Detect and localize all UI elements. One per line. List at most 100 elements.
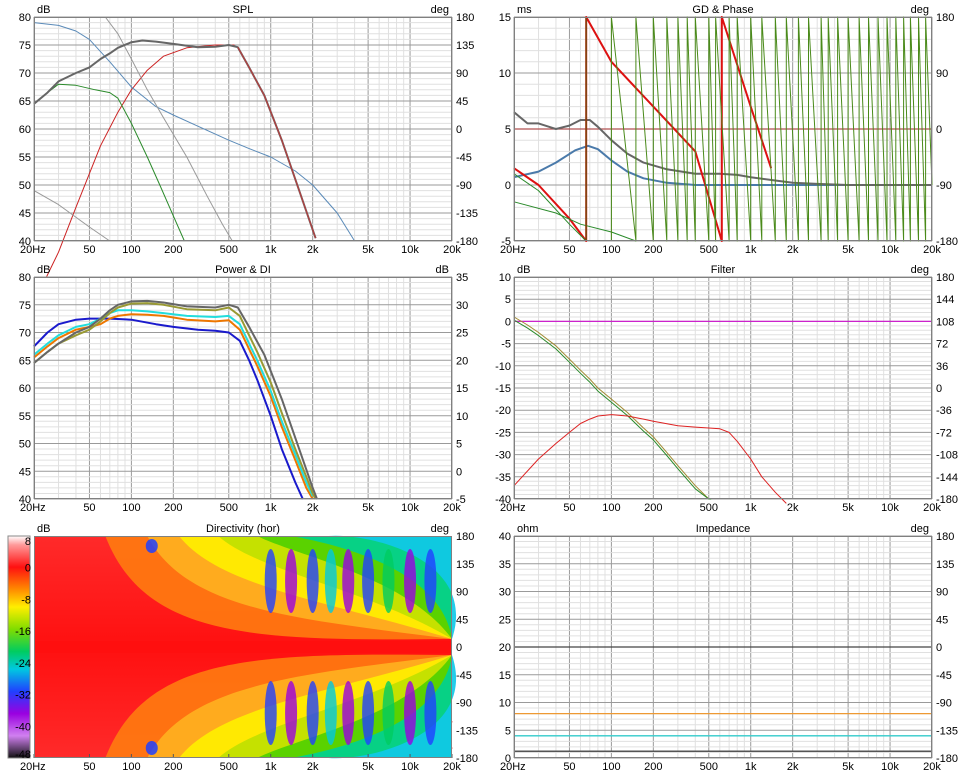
colorbar-tick-label-40: -40	[15, 721, 31, 733]
heatmap-lobe	[362, 549, 375, 613]
series-line-7	[237, 46, 317, 239]
x-tick-label-5k: 5k	[842, 244, 854, 256]
x-tick-label-1k: 1k	[265, 761, 277, 773]
y-tick-label-80: 80	[19, 272, 31, 284]
y2-axis-unit-label: deg	[431, 523, 449, 535]
x-tick-label-5k: 5k	[362, 244, 374, 256]
x-tick-label-1k: 1k	[745, 502, 757, 514]
chart-panel-directivity: Directivity (hor) dB deg 8 0 -8 -16 -24 -32 -40 -4…	[7, 523, 478, 773]
y-axis-unit-label: ms	[517, 4, 532, 16]
y2-tick-label-144: -144	[936, 472, 958, 484]
x-tick-label-200: 200	[164, 761, 182, 773]
y2-tick-label-180: -180	[936, 236, 958, 248]
heatmap-lobe	[264, 681, 277, 745]
y2-tick-label-108: -108	[936, 450, 958, 462]
y-tick-label-15: 15	[499, 12, 511, 24]
x-tick-label-20k: 20k	[443, 761, 461, 773]
heatmap-lobe	[424, 681, 437, 745]
y2-tick-label-45: -45	[456, 670, 472, 682]
y2-tick-label-90: 90	[936, 587, 948, 599]
colorbar-tick-label-8: -8	[21, 594, 31, 606]
plot-frame	[34, 536, 452, 758]
y2-tick-label-180: 180	[456, 531, 474, 543]
x-tick-label-20k: 20k	[443, 244, 461, 256]
chart-title: GD & Phase	[692, 4, 753, 16]
grid	[33, 276, 453, 500]
y2-tick-label-72: -72	[936, 427, 952, 439]
y-tick-label-0: 0	[505, 180, 511, 192]
y-tick-label-40: 40	[499, 531, 511, 543]
heatmap-lobe	[342, 549, 355, 613]
x-tick-label-1k: 1k	[265, 244, 277, 256]
plot-frame	[514, 17, 932, 241]
heatmap-lobe	[404, 549, 417, 613]
x-tick-label-100: 100	[122, 502, 140, 514]
plot-frame	[514, 536, 932, 758]
series-line-4	[513, 16, 773, 242]
y2-tick-label-45: -45	[456, 152, 472, 164]
heatmap-lobe	[306, 681, 319, 745]
x-tick-label-20hz: 20Hz	[20, 244, 46, 256]
y2-tick-label-0: 0	[456, 124, 462, 136]
x-tick-label-100: 100	[602, 244, 620, 256]
y2-tick-label-135: -135	[456, 725, 478, 737]
series-line-3	[33, 309, 314, 497]
x-tick-label-500: 500	[220, 244, 238, 256]
x-tick-label-2k: 2k	[307, 761, 319, 773]
y-tick-label-55: 55	[19, 411, 31, 423]
y-tick-label-70: 70	[19, 328, 31, 340]
x-tick-label-20k: 20k	[923, 761, 941, 773]
y2-tick-label-180: -180	[936, 753, 958, 765]
series-line-5	[104, 16, 233, 242]
y-tick-label-25: 25	[499, 614, 511, 626]
y-tick-label-60: 60	[19, 383, 31, 395]
y-tick-label-5: -5	[501, 236, 511, 248]
y2-tick-label-20: 20	[456, 355, 468, 367]
heatmap-lobe	[404, 681, 417, 745]
y-tick-label-10: -10	[495, 361, 511, 373]
x-tick-label-20k: 20k	[443, 502, 461, 514]
x-tick-label-200: 200	[644, 502, 662, 514]
series-line-4	[33, 302, 317, 500]
chart-panel-gd_phase: GD & Phase ms deg -5 0 5 10 15 -180 -90 0 90 180 20Hz…	[499, 4, 958, 256]
x-tick-label-500: 500	[700, 502, 718, 514]
x-tick-label-200: 200	[164, 502, 182, 514]
y-tick-label-65: 65	[19, 96, 31, 108]
y2-tick-label-0: 0	[936, 642, 942, 654]
y-tick-label-30: -30	[495, 450, 511, 462]
x-tick-label-2k: 2k	[307, 244, 319, 256]
x-tick-label-1k: 1k	[745, 761, 757, 773]
y2-tick-label-180: -180	[936, 494, 958, 506]
y-tick-label-0: 0	[505, 753, 511, 765]
directivity-map	[34, 535, 457, 759]
x-tick-label-500: 500	[700, 244, 718, 256]
x-tick-label-10k: 10k	[881, 502, 899, 514]
y2-tick-label-90: 90	[936, 68, 948, 80]
y-tick-label-50: 50	[19, 439, 31, 451]
series-line-3	[513, 319, 712, 500]
y2-tick-label-45: -45	[936, 670, 952, 682]
y2-tick-label-135: -135	[936, 725, 958, 737]
y-tick-label-5: 5	[505, 294, 511, 306]
plot-frame	[34, 277, 452, 499]
y2-axis-unit-label: deg	[911, 4, 929, 16]
y-tick-label-40: 40	[19, 494, 31, 506]
series-line-4	[513, 414, 787, 504]
y2-tick-label-180: 180	[936, 531, 954, 543]
heatmap-lobe	[285, 681, 298, 745]
heatmap-lobe	[145, 539, 158, 553]
x-tick-label-20k: 20k	[923, 502, 941, 514]
y2-tick-label-25: 25	[456, 328, 468, 340]
heatmap-lobe	[145, 741, 158, 755]
series-line-3	[513, 111, 932, 186]
y2-tick-label-5: -5	[456, 494, 466, 506]
colorbar-tick-label-16: -16	[15, 626, 31, 638]
series-line-2	[33, 83, 185, 242]
x-tick-label-1k: 1k	[265, 502, 277, 514]
x-tick-label-500: 500	[700, 761, 718, 773]
x-tick-label-2k: 2k	[787, 502, 799, 514]
y2-tick-label-0: 0	[456, 466, 462, 478]
y-tick-label-55: 55	[19, 152, 31, 164]
x-tick-label-50: 50	[563, 761, 575, 773]
x-tick-label-100: 100	[602, 761, 620, 773]
